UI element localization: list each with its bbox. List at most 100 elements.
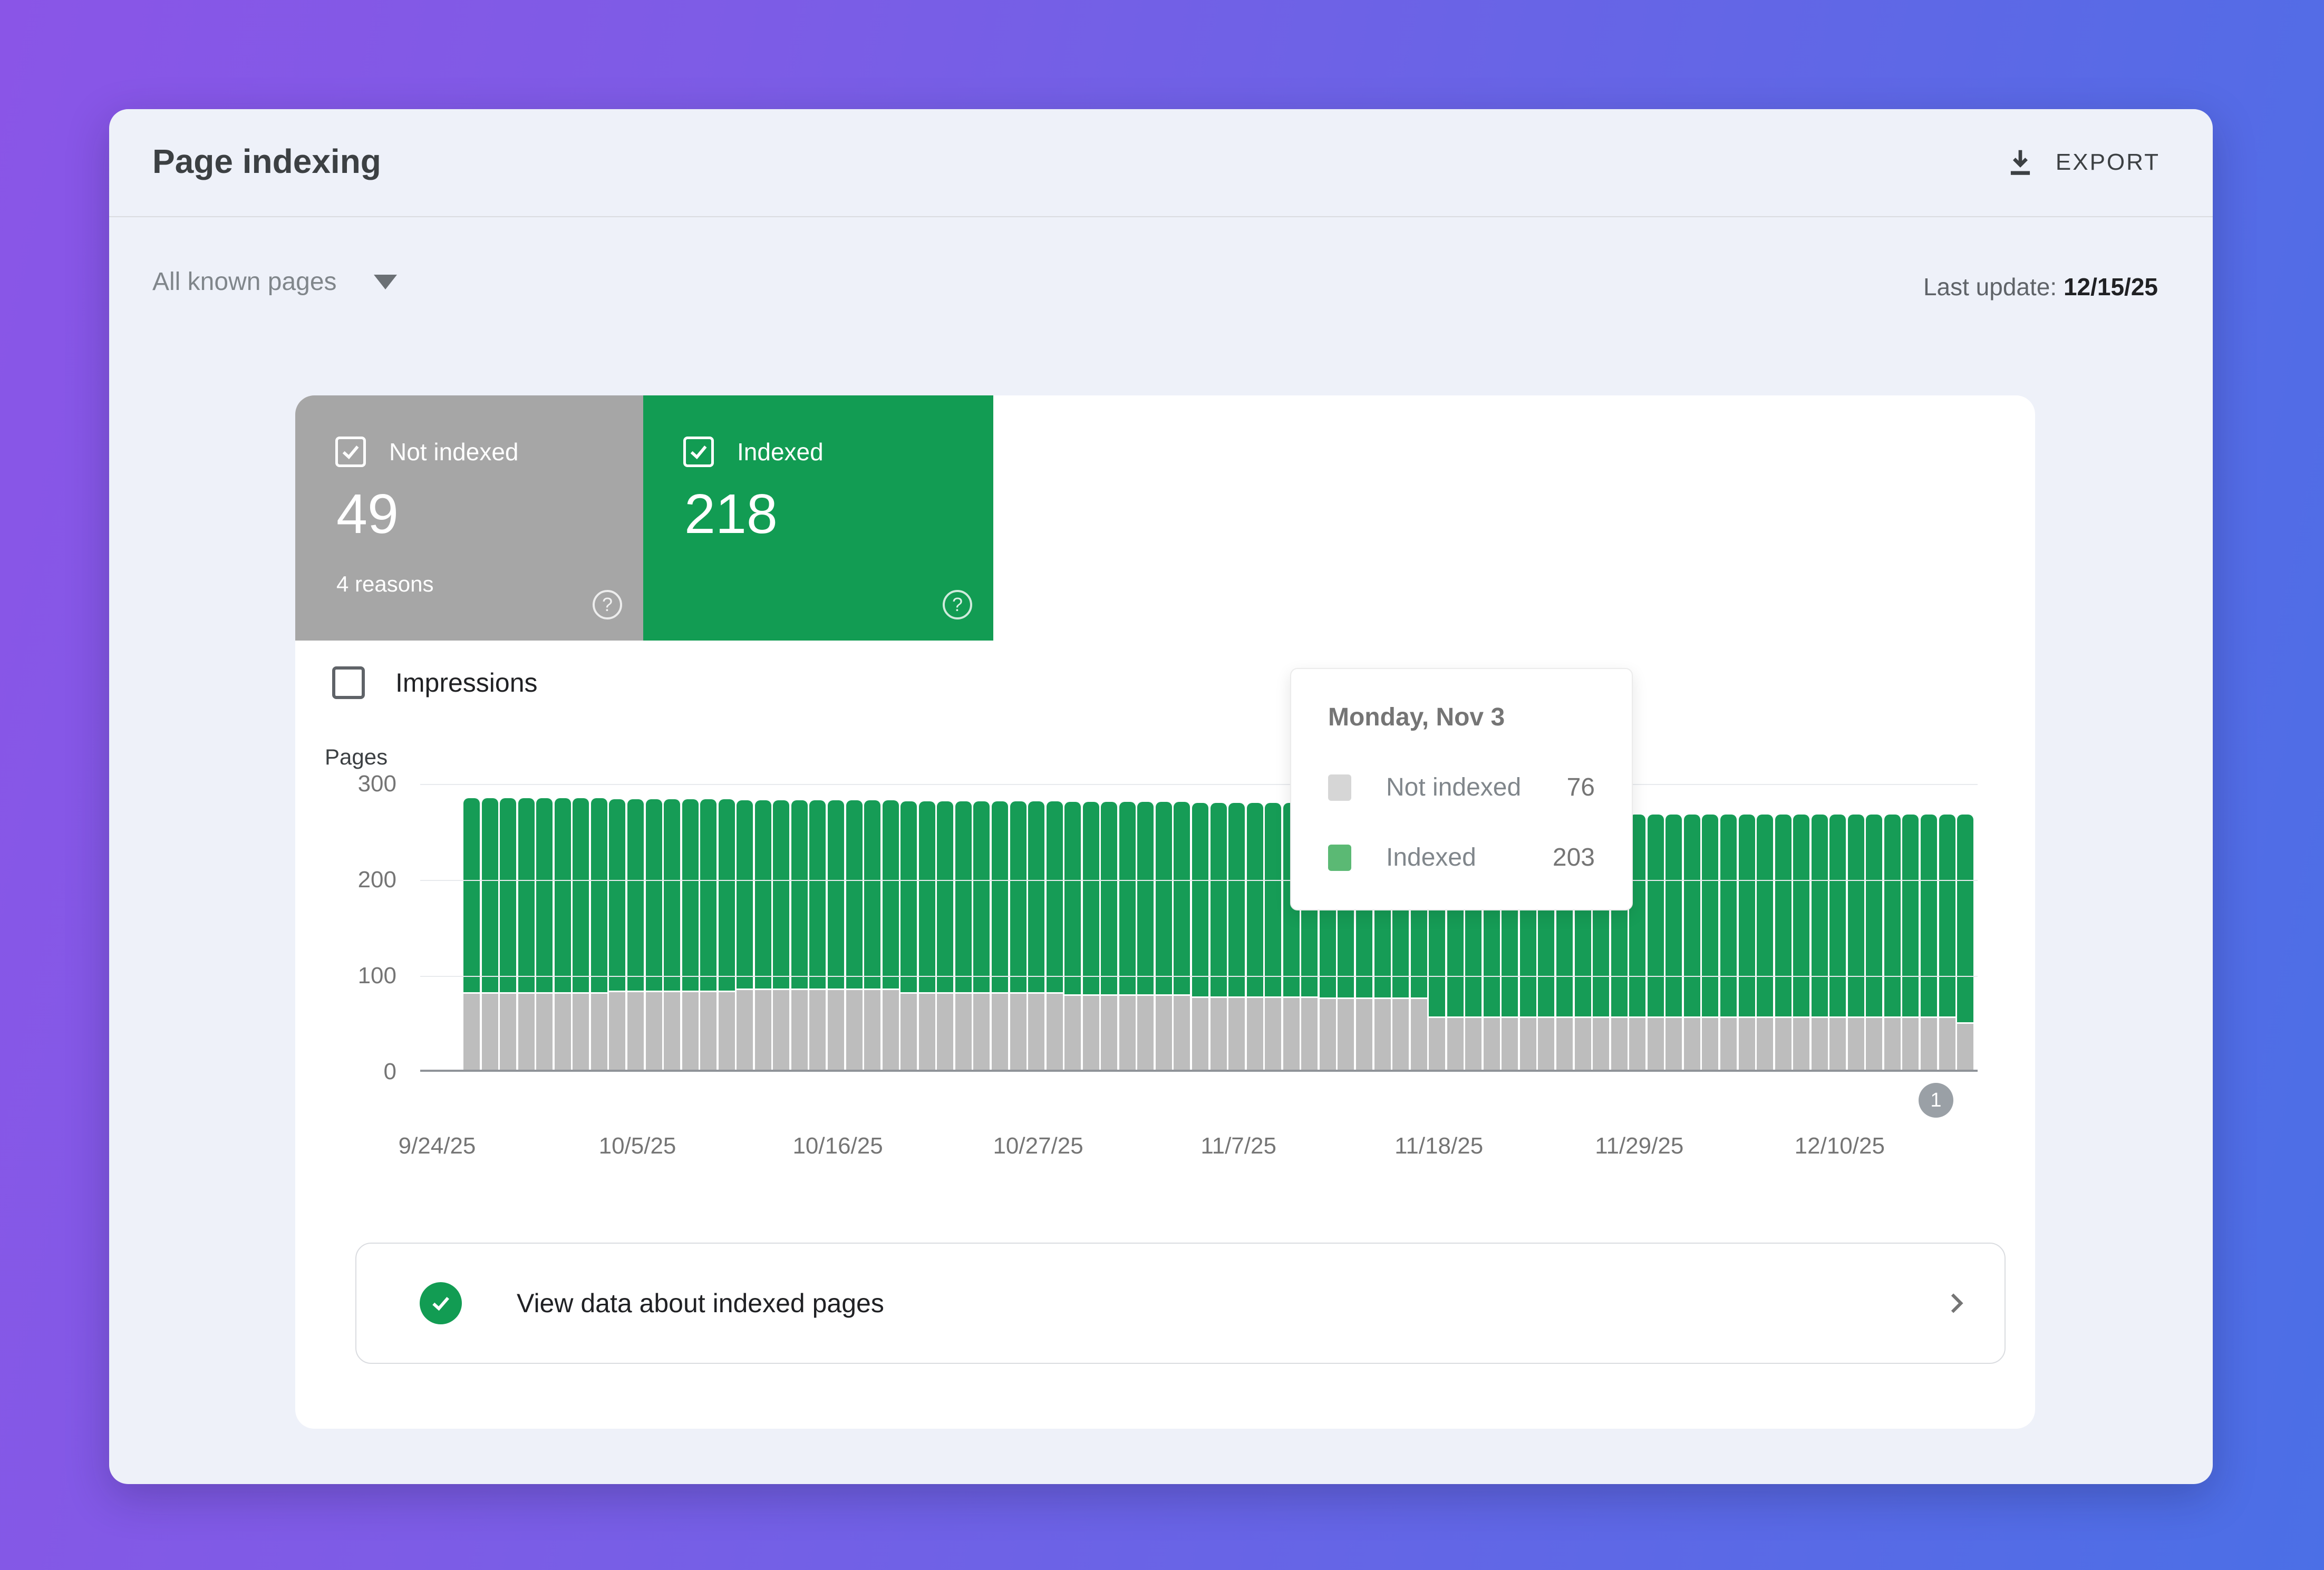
bar[interactable]	[1957, 815, 1974, 1071]
bar[interactable]	[700, 799, 717, 1071]
bar[interactable]	[1683, 815, 1700, 1071]
chip-indexed-label: Indexed	[737, 438, 824, 466]
x-tick-label: 11/18/25	[1395, 1133, 1484, 1159]
not-indexed-checkbox[interactable]	[335, 437, 366, 467]
bar[interactable]	[937, 801, 954, 1071]
bar[interactable]	[973, 801, 990, 1071]
bar[interactable]	[573, 798, 589, 1071]
chip-indexed[interactable]: Indexed 218 ?	[643, 395, 993, 641]
bar[interactable]	[1939, 815, 1955, 1071]
bar[interactable]	[645, 799, 662, 1071]
impressions-label: Impressions	[395, 668, 538, 697]
bar[interactable]	[1082, 802, 1099, 1071]
bar[interactable]	[536, 798, 553, 1071]
bar[interactable]	[554, 798, 571, 1071]
bar[interactable]	[1902, 815, 1919, 1071]
bar[interactable]	[1064, 802, 1081, 1071]
bar[interactable]	[1647, 815, 1664, 1071]
bar[interactable]	[955, 801, 972, 1071]
check-icon	[342, 445, 359, 460]
bar[interactable]	[1811, 815, 1828, 1071]
indexed-count: 218	[684, 483, 778, 545]
bar[interactable]	[1757, 815, 1773, 1071]
x-tick-label: 10/16/25	[792, 1133, 883, 1159]
help-icon[interactable]: ?	[593, 590, 622, 619]
impressions-checkbox[interactable]	[332, 666, 365, 699]
bar[interactable]	[1192, 803, 1208, 1071]
bar[interactable]	[773, 800, 790, 1071]
bar[interactable]	[1210, 803, 1227, 1071]
gridline	[420, 880, 1978, 881]
bar[interactable]	[1228, 803, 1245, 1071]
view-indexed-pages-link[interactable]: View data about indexed pages	[355, 1243, 2006, 1364]
not-indexed-count: 49	[336, 483, 399, 545]
tooltip-title: Monday, Nov 3	[1328, 703, 1505, 731]
bar[interactable]	[900, 801, 917, 1071]
bar[interactable]	[1884, 815, 1901, 1071]
bar[interactable]	[682, 799, 699, 1071]
bar[interactable]	[791, 800, 808, 1071]
scope-dropdown[interactable]: All known pages	[152, 267, 397, 296]
bar[interactable]	[737, 800, 753, 1071]
bar[interactable]	[991, 801, 1008, 1071]
bar[interactable]	[664, 799, 680, 1071]
bar[interactable]	[718, 799, 735, 1071]
last-update-label: Last update:	[1923, 273, 2057, 301]
gridline	[420, 784, 1978, 785]
bar[interactable]	[882, 800, 899, 1071]
x-tick-label: 10/27/25	[993, 1133, 1083, 1159]
bar[interactable]	[1702, 815, 1719, 1071]
bar[interactable]	[590, 798, 607, 1071]
bar[interactable]	[500, 798, 517, 1071]
export-button[interactable]: EXPORT	[2004, 146, 2160, 179]
bar[interactable]	[1665, 815, 1682, 1071]
bar[interactable]	[1046, 801, 1063, 1071]
bar[interactable]	[864, 800, 881, 1071]
impressions-toggle[interactable]: Impressions	[332, 666, 538, 699]
report-panel: Not indexed 49 4 reasons ? Indexed 218 ?…	[295, 395, 2035, 1429]
bar[interactable]	[1028, 801, 1044, 1071]
y-tick-label: 200	[357, 867, 396, 893]
bar[interactable]	[518, 798, 535, 1071]
chip-not-indexed[interactable]: Not indexed 49 4 reasons ?	[295, 395, 643, 641]
y-tick-label: 300	[357, 771, 396, 797]
bar[interactable]	[1119, 802, 1136, 1071]
help-icon[interactable]: ?	[943, 590, 972, 619]
bar[interactable]	[754, 800, 771, 1071]
bar[interactable]	[828, 800, 844, 1071]
bar[interactable]	[846, 800, 863, 1071]
chevron-right-icon	[1951, 1293, 1963, 1313]
bar[interactable]	[481, 798, 498, 1071]
footer-link-label: View data about indexed pages	[517, 1288, 884, 1318]
pagination-badge[interactable]: 1	[1919, 1083, 1953, 1118]
bar[interactable]	[1137, 802, 1154, 1071]
bar[interactable]	[1155, 802, 1172, 1071]
bar[interactable]	[1866, 815, 1883, 1071]
bar[interactable]	[627, 799, 644, 1071]
bar[interactable]	[1010, 801, 1027, 1071]
bar[interactable]	[1720, 815, 1737, 1071]
bar[interactable]	[1246, 803, 1263, 1071]
bar[interactable]	[1775, 815, 1792, 1071]
bar[interactable]	[463, 798, 480, 1071]
bar[interactable]	[918, 801, 935, 1071]
bar[interactable]	[1793, 815, 1810, 1071]
check-icon	[690, 445, 707, 460]
bar[interactable]	[1921, 815, 1937, 1071]
bar[interactable]	[1265, 803, 1282, 1071]
bar[interactable]	[1174, 802, 1190, 1071]
indexed-checkbox[interactable]	[683, 437, 714, 467]
y-axis-labels: 0 100 200 300	[295, 772, 396, 1083]
header-divider	[109, 216, 2213, 217]
x-tick-label: 10/5/25	[598, 1133, 676, 1159]
x-tick-label: 9/24/25	[398, 1133, 476, 1159]
bar[interactable]	[1738, 815, 1755, 1071]
bar[interactable]	[609, 799, 626, 1071]
chart-plot: 1 9/24/25 10/5/25 10/16/25 10/27/25 11/7/25 1…	[399, 784, 1978, 1159]
bar[interactable]	[1829, 815, 1846, 1071]
bar[interactable]	[1101, 802, 1118, 1071]
x-tick-label: 11/7/25	[1200, 1133, 1276, 1159]
bar[interactable]	[809, 800, 826, 1071]
page-title: Page indexing	[152, 142, 381, 180]
bar[interactable]	[1847, 815, 1864, 1071]
